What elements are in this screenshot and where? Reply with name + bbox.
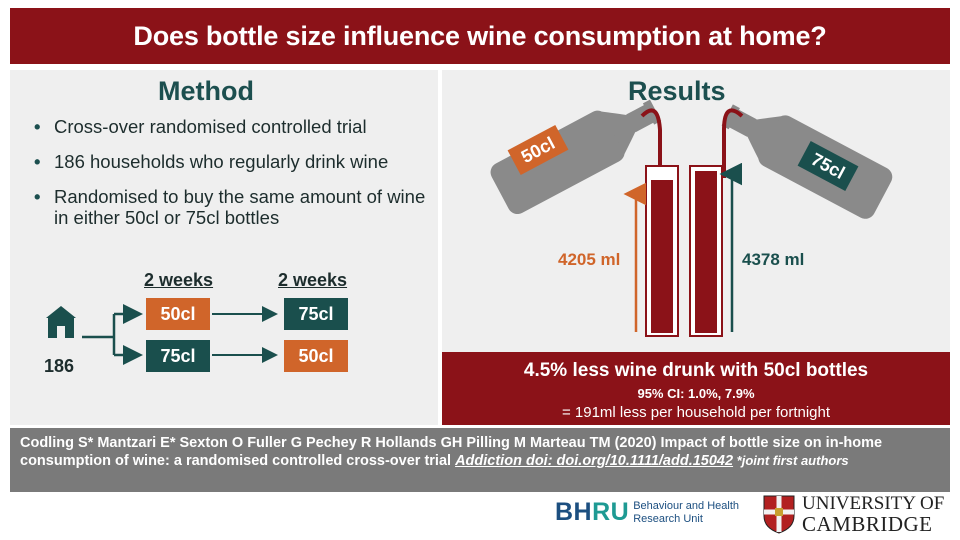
glass-left-fill <box>651 180 673 333</box>
bullet-item: Randomised to buy the same amount of win… <box>34 186 434 228</box>
crossover-arrows <box>46 304 278 365</box>
bullet-item: Cross-over randomised controlled trial <box>34 116 434 137</box>
arm2-period2: 50cl <box>284 340 348 372</box>
page-title: Does bottle size influence wine consumpt… <box>133 20 827 51</box>
bhru-mark: BHRU <box>555 498 630 526</box>
house-icon <box>46 306 76 338</box>
households-count: 186 <box>44 356 75 376</box>
cambridge-logo: UNIVERSITY OF CAMBRIDGE <box>762 493 945 536</box>
cambridge-crest-icon <box>763 495 795 534</box>
bhru-logo: BHRU Behaviour and Health Research Unit <box>555 498 739 527</box>
wine-illustration <box>490 99 893 337</box>
result-per-household: = 191ml less per household per fortnight <box>561 404 831 421</box>
citation-box: Codling S* Mantzari E* Sexton O Fuller G… <box>10 428 950 492</box>
period1-label: 2 weeks <box>144 270 214 290</box>
result-ci: 95% CI: 1.0%, 7.9% <box>637 386 755 401</box>
citation-link[interactable]: Addiction doi: doi.org/10.1111/add.15042 <box>455 453 734 469</box>
arm1-period2: 75cl <box>284 298 348 330</box>
method-title: Method <box>158 76 254 106</box>
citation-text: Codling S* Mantzari E* Sexton O Fuller G… <box>20 435 883 469</box>
cambridge-text: UNIVERSITY OF CAMBRIDGE <box>802 493 945 536</box>
arm2-period1: 75cl <box>146 340 210 372</box>
left-volume: 4205 ml <box>558 250 621 269</box>
glass-right-fill <box>695 171 717 333</box>
citation-note: *joint first authors <box>733 453 849 468</box>
right-volume: 4378 ml <box>742 250 805 269</box>
title-banner: Does bottle size influence wine consumpt… <box>10 8 950 64</box>
method-panel: Method Cross-over randomised controlled … <box>10 70 438 425</box>
results-title: Results <box>628 76 726 106</box>
result-banner: 4.5% less wine drunk with 50cl bottles 9… <box>442 352 950 425</box>
result-headline: 4.5% less wine drunk with 50cl bottles <box>523 360 869 381</box>
bhru-text: Behaviour and Health Research Unit <box>633 499 740 525</box>
bullet-item: 186 households who regularly drink wine <box>34 151 434 172</box>
method-bullets: Cross-over randomised controlled trial 1… <box>34 116 434 242</box>
arm1-period1: 50cl <box>146 298 210 330</box>
period2-label: 2 weeks <box>278 270 348 290</box>
